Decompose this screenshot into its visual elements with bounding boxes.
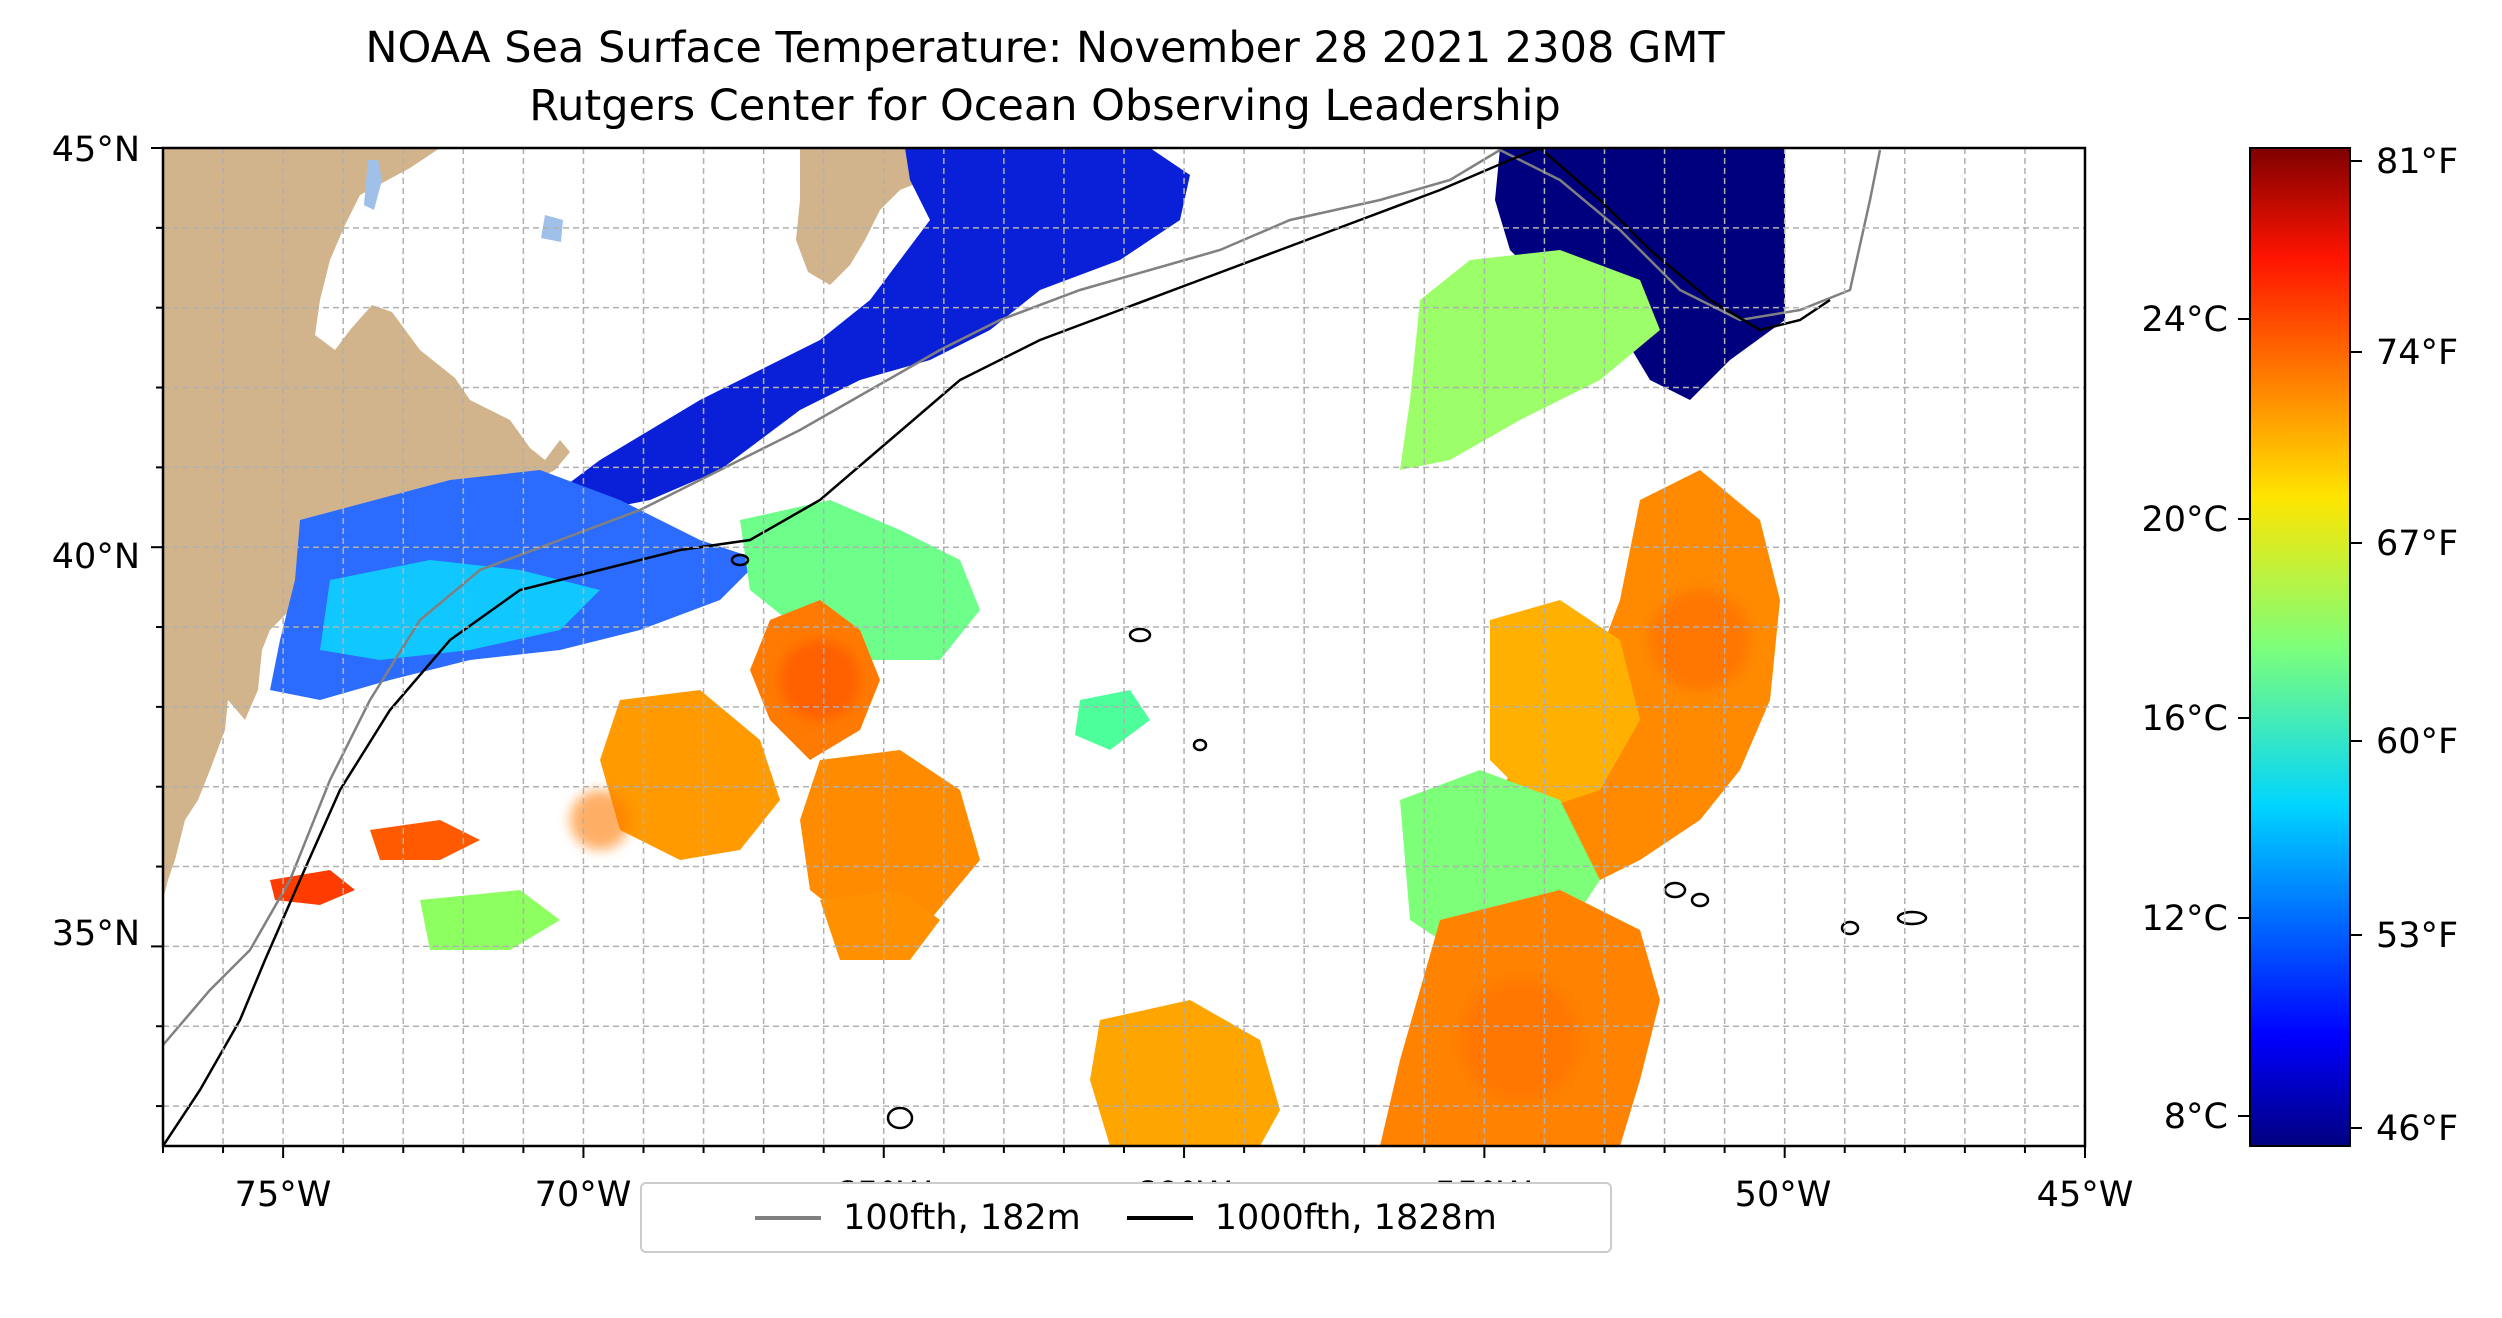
x-ticks [162, 1146, 2086, 1158]
seamount-contours [730, 553, 1928, 1130]
y-tick-label: 45°N [52, 130, 140, 170]
colorbar-label-f: 67°F [2376, 524, 2458, 564]
colorbar-label-f: 81°F [2376, 142, 2458, 182]
contour-1000fth [163, 148, 1541, 1146]
contour-100fth [1499, 148, 1882, 322]
y-tick-label: 35°N [52, 914, 140, 954]
chart-subtitle: Rutgers Center for Ocean Observing Leade… [529, 81, 1561, 131]
colorbar-label-c: 12°C [2142, 899, 2228, 939]
y-tick-label: 40°N [52, 537, 140, 577]
x-tick-label: 45°W [2037, 1175, 2134, 1215]
x-tick-label: 70°W [535, 1175, 632, 1215]
colorbar-label-c: 24°C [2142, 300, 2228, 340]
legend-item-1000fth: 1000fth, 1828m [1126, 1197, 1497, 1238]
colorbar-label-f: 74°F [2376, 333, 2458, 373]
lake [541, 215, 563, 242]
colorbar-ticks-right [2350, 160, 2362, 1129]
land-mass [796, 148, 1050, 285]
legend-line-gray [755, 1215, 822, 1220]
x-tick-label: 75°W [235, 1175, 332, 1215]
colorbar-label-f: 60°F [2376, 722, 2458, 762]
colorbar-label-c: 20°C [2142, 500, 2228, 540]
lake [364, 160, 382, 210]
chart-title: NOAA Sea Surface Temperature: November 2… [365, 23, 1725, 73]
legend-label: 100fth, 182m [843, 1197, 1081, 1238]
colorbar-label-c: 8°C [2164, 1097, 2228, 1137]
legend: 100fth, 182m 1000fth, 1828m [640, 1182, 1612, 1253]
sst-data [270, 148, 1785, 1146]
colorbar-label-c: 16°C [2142, 699, 2228, 739]
y-tick-labels: 35°N 40°N 45°N [52, 130, 140, 954]
colorbar-celsius-labels: 24°C 20°C 16°C 12°C 8°C [2142, 300, 2228, 1137]
y-ticks [151, 147, 163, 1108]
legend-label: 1000fth, 1828m [1214, 1197, 1497, 1238]
colorbar-ticks-left [2238, 318, 2250, 1117]
colorbar-label-f: 53°F [2376, 916, 2458, 956]
legend-item-100fth: 100fth, 182m [755, 1198, 1081, 1238]
colorbar-label-f: 46°F [2376, 1109, 2458, 1149]
contour-100fth [163, 148, 1501, 1046]
contour-1000fth [1539, 148, 1831, 332]
legend-line-black [1126, 1215, 1193, 1220]
colorbar [2249, 147, 2351, 1147]
sst-data-noise [570, 590, 1750, 1100]
colorbar-fahrenheit-labels: 81°F 74°F 67°F 60°F 53°F 46°F [2376, 142, 2458, 1149]
x-tick-label: 50°W [1735, 1175, 1832, 1215]
